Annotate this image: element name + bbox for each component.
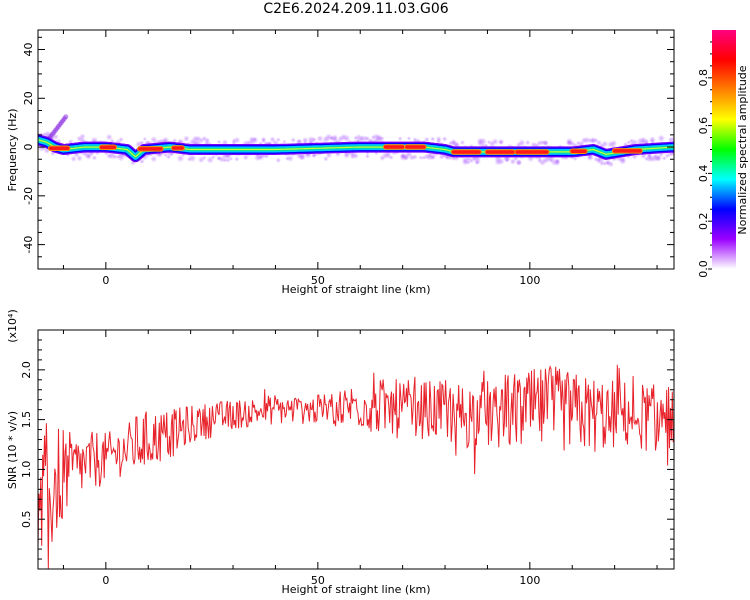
snr-plot-area <box>38 364 674 569</box>
snr-x-tick-label: 100 <box>519 574 540 587</box>
heatmap-y-tick-label: -20 <box>22 187 35 205</box>
heatmap-y-tick-label: 20 <box>22 91 35 105</box>
snr-y-tick-label: 2.0 <box>20 361 33 379</box>
snr-frame <box>37 329 675 570</box>
heatmap-plot-area <box>38 114 674 168</box>
colorbar-tick-label: 0.8 <box>697 69 710 87</box>
snr-y-tick-label: 1.0 <box>20 461 33 479</box>
snr-x-tick-label: 50 <box>311 574 325 587</box>
colorbar-axes: 0.0 0.2 0.4 0.6 0.8 <box>697 41 712 278</box>
heatmap-y-axis-label: Frequency (Hz) <box>6 109 19 192</box>
snr-series-line <box>38 364 674 569</box>
colorbar-label: Normalized spectral amplitude <box>736 65 749 234</box>
heatmap-y-tick-label: 0 <box>22 144 35 151</box>
colorbar-tick-label: 0.6 <box>697 117 710 135</box>
heatmap-x-axis-label: Height of straight line (km) <box>281 283 430 296</box>
heatmap-frame <box>37 29 675 270</box>
snr-x-tick-label: 0 <box>102 574 109 587</box>
heatmap-x-tick-label: 0 <box>102 274 109 287</box>
heatmap-x-tick-label: 50 <box>311 274 325 287</box>
chart-title: C2E6.2024.209.11.03.G06 <box>263 1 449 17</box>
snr-multiplier-label: (x10⁴) <box>6 309 19 343</box>
heatmap-x-tick-label: 100 <box>519 274 540 287</box>
colorbar-tick-label: 0.4 <box>697 165 710 183</box>
snr-x-axis-label: Height of straight line (km) <box>281 583 430 596</box>
heatmap-y-tick-label: -40 <box>22 236 35 254</box>
heatmap-axes: 0 50 100 40 20 0 -20 -40 <box>22 30 674 287</box>
snr-y-tick-label: 1.5 <box>20 411 33 429</box>
colorbar <box>712 30 736 269</box>
snr-y-tick-label: 0.5 <box>20 510 33 528</box>
snr-axes: 0 50 100 0.5 1.0 1.5 2.0 <box>20 330 674 587</box>
snr-y-axis-label: SNR (10 * v/v) <box>6 411 19 489</box>
colorbar-tick-label: 0.2 <box>697 212 710 230</box>
heatmap-y-tick-label: 40 <box>22 43 35 57</box>
colorbar-tick-label: 0.0 <box>697 260 710 278</box>
